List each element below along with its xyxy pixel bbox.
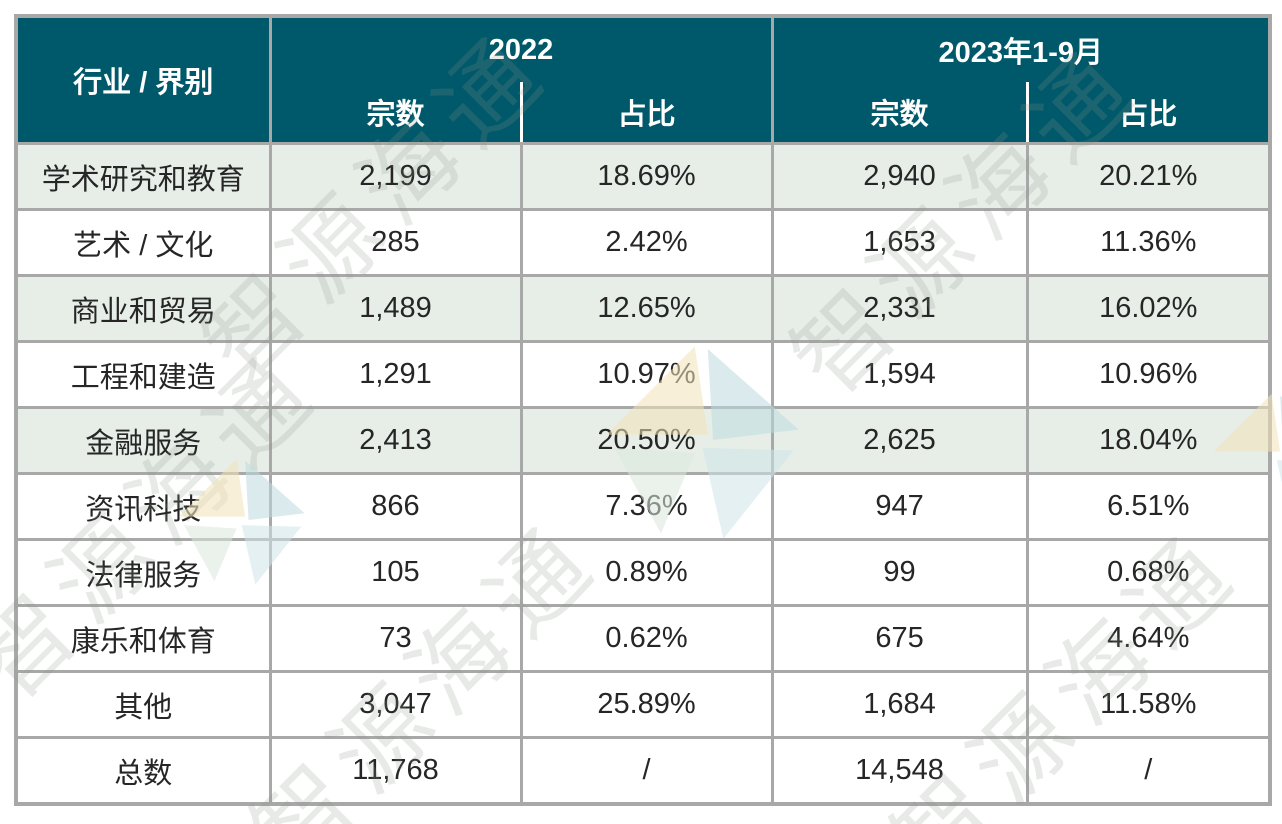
cell-2022-share: 25.89% [519,670,774,739]
cell-2023-share: / [1025,736,1272,806]
cell-2022-count: 866 [268,472,523,541]
table-row: 学术研究和教育 2,199 18.69% 2,940 20.21% [14,142,1272,211]
table-row: 康乐和体育 73 0.62% 675 4.64% [14,604,1272,673]
table-row: 艺术 / 文化 285 2.42% 1,653 11.36% [14,208,1272,277]
header-sub-row: 宗数 占比 宗数 占比 [16,80,1272,145]
cell-2022-share: 18.69% [519,142,774,211]
table-row-total: 总数 11,768 / 14,548 / [14,736,1272,806]
row-label: 资讯科技 [14,472,272,541]
subheader-2022-share: 占比 [519,80,774,145]
cell-2023-count: 675 [770,604,1029,673]
cell-2022-count: 1,489 [268,274,523,343]
cell-2022-share: 0.62% [519,604,774,673]
cell-2023-count: 2,625 [770,406,1029,475]
industry-statistics-table: 行业 / 界别 2022 2023年1-9月 宗数 占比 宗数 占比 学术研究和… [14,14,1273,806]
table-row: 其他 3,047 25.89% 1,684 11.58% [14,670,1272,739]
row-label: 金融服务 [14,406,272,475]
cell-2023-count: 1,684 [770,670,1029,739]
cell-2022-share: 12.65% [519,274,774,343]
table-row: 商业和贸易 1,489 12.65% 2,331 16.02% [14,274,1272,343]
cell-2023-count: 947 [770,472,1029,541]
cell-2023-share: 16.02% [1025,274,1272,343]
cell-2022-share: 10.97% [519,340,774,409]
subheader-2022-count: 宗数 [268,80,523,145]
table-row: 金融服务 2,413 20.50% 2,625 18.04% [14,406,1272,475]
table-row: 法律服务 105 0.89% 99 0.68% [14,538,1272,607]
cell-2023-count: 2,940 [770,142,1029,211]
table-row: 工程和建造 1,291 10.97% 1,594 10.96% [14,340,1272,409]
cell-2023-count: 99 [770,538,1029,607]
cell-2023-share: 0.68% [1025,538,1272,607]
subheader-2023-share: 占比 [1025,80,1272,145]
table-row: 资讯科技 866 7.36% 947 6.51% [14,472,1272,541]
row-label: 总数 [14,736,272,806]
header-group-row: 行业 / 界别 2022 2023年1-9月 [14,14,1272,145]
row-label: 法律服务 [14,538,272,607]
cell-2023-count: 14,548 [770,736,1029,806]
table-header: 行业 / 界别 2022 2023年1-9月 宗数 占比 宗数 占比 [14,14,1272,145]
cell-2023-count: 1,653 [770,208,1029,277]
cell-2023-share: 6.51% [1025,472,1272,541]
row-label: 艺术 / 文化 [14,208,272,277]
row-label: 商业和贸易 [14,274,272,343]
corner-header-industry: 行业 / 界别 [14,14,272,145]
cell-2022-share: 0.89% [519,538,774,607]
cell-2023-share: 18.04% [1025,406,1272,475]
cell-2022-count: 11,768 [268,736,523,806]
cell-2022-count: 105 [268,538,523,607]
group-header-2022: 2022 [268,14,774,82]
cell-2022-share: 2.42% [519,208,774,277]
row-label: 工程和建造 [14,340,272,409]
row-label: 康乐和体育 [14,604,272,673]
cell-2022-share: 7.36% [519,472,774,541]
subheader-2023-count: 宗数 [770,80,1029,145]
cell-2023-count: 1,594 [770,340,1029,409]
cell-2023-share: 11.58% [1025,670,1272,739]
cell-2022-count: 3,047 [268,670,523,739]
row-label: 学术研究和教育 [14,142,272,211]
cell-2023-share: 4.64% [1025,604,1272,673]
cell-2022-share: / [519,736,774,806]
row-label: 其他 [14,670,272,739]
cell-2022-count: 73 [268,604,523,673]
cell-2022-count: 1,291 [268,340,523,409]
cell-2022-share: 20.50% [519,406,774,475]
cell-2022-count: 285 [268,208,523,277]
cell-2022-count: 2,199 [268,142,523,211]
cell-2023-count: 2,331 [770,274,1029,343]
cell-2023-share: 10.96% [1025,340,1272,409]
cell-2022-count: 2,413 [268,406,523,475]
cell-2023-share: 20.21% [1025,142,1272,211]
group-header-2023: 2023年1-9月 [770,14,1272,82]
cell-2023-share: 11.36% [1025,208,1272,277]
table-body: 学术研究和教育 2,199 18.69% 2,940 20.21% 艺术 / 文… [14,142,1272,806]
